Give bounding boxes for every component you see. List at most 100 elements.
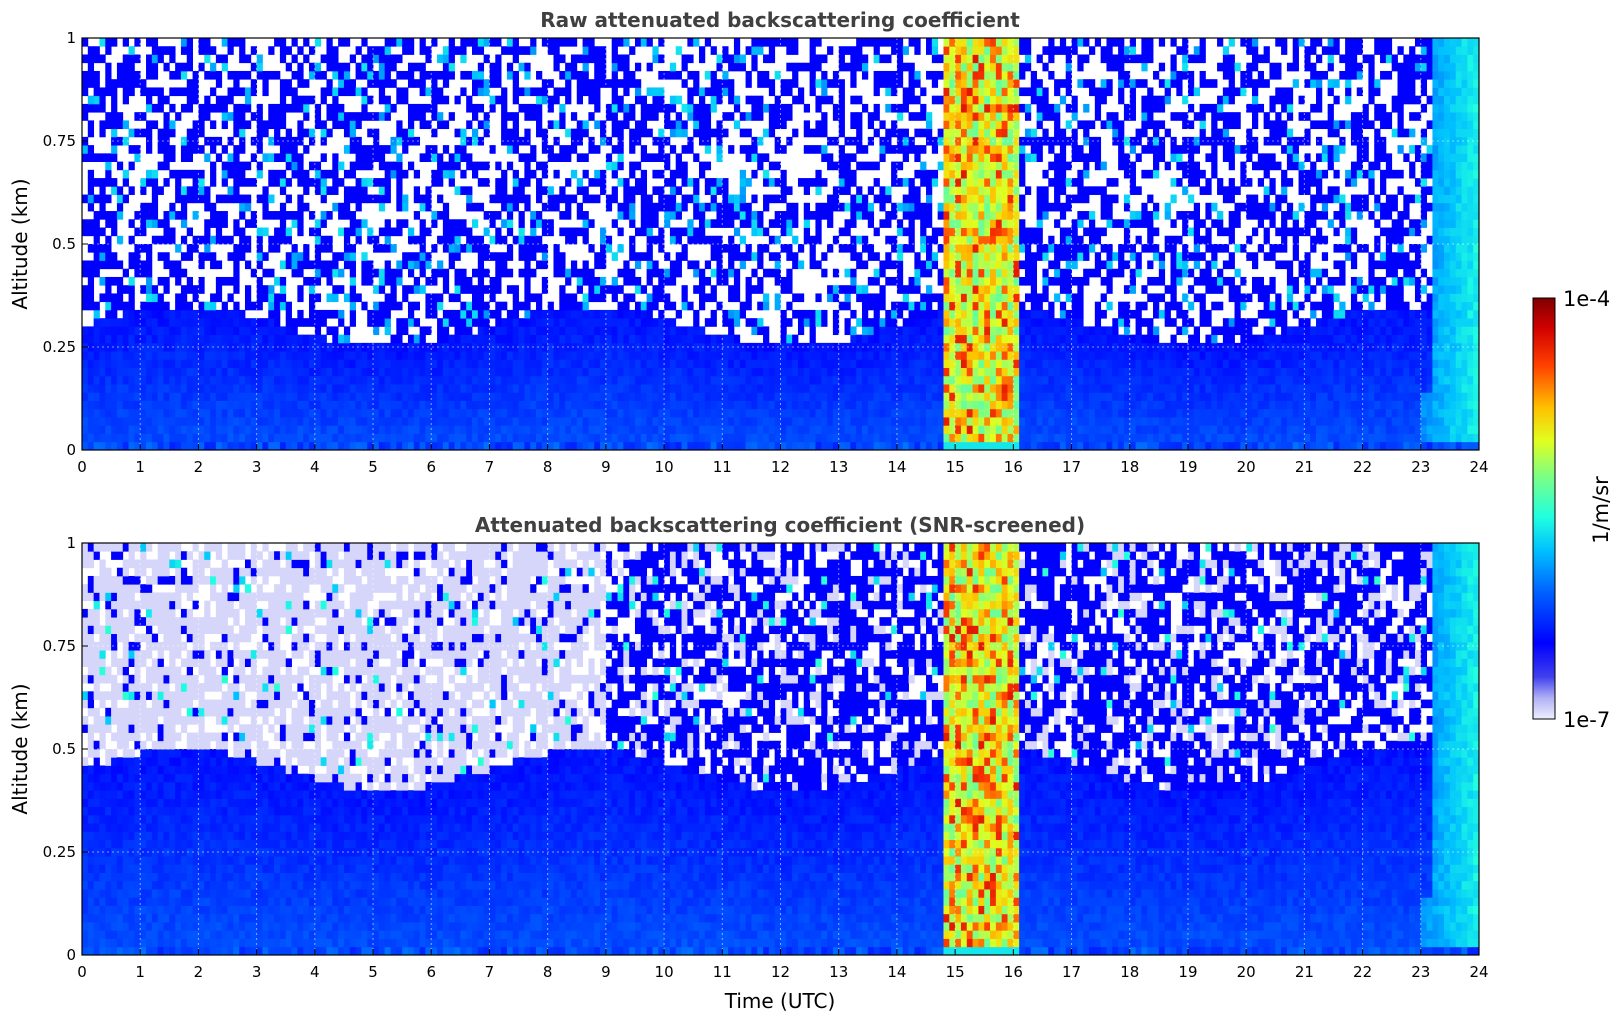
heatmap-cell [832, 309, 840, 319]
heatmap-cell [559, 103, 566, 113]
heatmap-cell [186, 169, 193, 179]
heatmap-cell [867, 112, 875, 121]
heatmap-cell [390, 400, 397, 410]
heatmap-cell [111, 95, 118, 105]
heatmap-cell [303, 128, 310, 138]
heatmap-cell [896, 359, 904, 368]
heatmap-cell [151, 417, 159, 426]
heatmap-cell [873, 54, 880, 64]
heatmap-cell [396, 342, 403, 352]
heatmap-cell [873, 375, 880, 385]
heatmap-cell [204, 400, 211, 410]
heatmap-cell [186, 384, 193, 393]
heatmap-cell [553, 194, 560, 204]
heatmap-cell [908, 408, 915, 418]
heatmap-cell [576, 301, 583, 311]
heatmap-cell [454, 161, 461, 171]
heatmap-cell [757, 351, 764, 360]
heatmap-cell [873, 268, 880, 278]
heatmap-cell [82, 260, 89, 270]
heatmap-cell [460, 433, 467, 443]
heatmap-cell [169, 153, 176, 162]
heatmap-cell [658, 441, 665, 451]
heatmap-cell [745, 392, 752, 401]
heatmap-cell [472, 351, 479, 360]
heatmap-cell [652, 392, 659, 401]
heatmap-cell [885, 252, 892, 261]
heatmap-cell [757, 367, 764, 377]
heatmap-cell [297, 79, 304, 88]
heatmap-cell [419, 38, 426, 47]
heatmap-cell [780, 375, 787, 385]
heatmap-cell [111, 128, 118, 138]
heatmap-cell [442, 161, 450, 171]
heatmap-cell [658, 244, 665, 253]
heatmap-cell [233, 227, 240, 237]
heatmap-cell [454, 441, 461, 451]
heatmap-cell [885, 417, 892, 426]
heatmap-cell [803, 309, 810, 319]
heatmap-cell [815, 202, 822, 212]
heatmap-cell [751, 136, 758, 146]
heatmap-cell [454, 244, 461, 253]
heatmap-cell [151, 441, 159, 451]
heatmap-cell [646, 375, 653, 385]
heatmap-cell [920, 384, 927, 393]
heatmap-cell [407, 79, 415, 88]
heatmap-cell [169, 235, 176, 245]
heatmap-cell [763, 244, 770, 253]
heatmap-cell [908, 62, 915, 72]
heatmap-cell [541, 136, 549, 146]
heatmap-cell [472, 285, 479, 294]
heatmap-cell [699, 301, 706, 311]
heatmap-cell [640, 309, 648, 319]
heatmap-cell [809, 408, 816, 418]
heatmap-cell [82, 408, 89, 418]
heatmap-cell [192, 351, 199, 360]
heatmap-cell [850, 211, 857, 220]
heatmap-cell [594, 367, 601, 377]
heatmap-cell [407, 161, 415, 171]
heatmap-cell [687, 441, 694, 451]
heatmap-cell [867, 293, 875, 303]
heatmap-cell [536, 235, 543, 245]
heatmap-cell [367, 161, 374, 171]
heatmap-cell [314, 433, 322, 443]
heatmap-cell [326, 87, 333, 97]
heatmap-cell [623, 202, 630, 212]
heatmap-cell [856, 441, 863, 451]
heatmap-cell [93, 103, 100, 113]
heatmap-cell [664, 367, 671, 377]
heatmap-cell [926, 342, 933, 352]
heatmap-cell [751, 103, 758, 113]
heatmap-cell [483, 384, 490, 393]
heatmap-cell [122, 384, 129, 393]
heatmap-cell [576, 441, 583, 451]
heatmap-cell [873, 178, 880, 187]
heatmap-cell [111, 351, 118, 360]
heatmap-cell [349, 268, 356, 278]
heatmap-cell [506, 268, 514, 278]
heatmap-cell [256, 169, 263, 179]
heatmap-cell [378, 244, 386, 253]
heatmap-cell [832, 375, 840, 385]
heatmap-cell [600, 400, 607, 410]
heatmap-cell [838, 367, 845, 377]
heatmap-cell [861, 400, 869, 410]
heatmap-cell [588, 244, 595, 253]
heatmap-cell [87, 95, 95, 105]
heatmap-cell [815, 260, 822, 270]
heatmap-cell [786, 252, 793, 261]
heatmap-cell [780, 285, 787, 294]
heatmap-cell [914, 367, 921, 377]
heatmap-cell [268, 375, 275, 385]
heatmap-cell [780, 103, 787, 113]
heatmap-cell [175, 392, 182, 401]
heatmap-cell [367, 351, 374, 360]
heatmap-cell [116, 417, 124, 426]
heatmap-cell [611, 417, 618, 426]
heatmap-cell [413, 342, 421, 352]
heatmap-cell [175, 244, 182, 253]
heatmap-cell [850, 334, 857, 344]
heatmap-cell [588, 194, 595, 204]
